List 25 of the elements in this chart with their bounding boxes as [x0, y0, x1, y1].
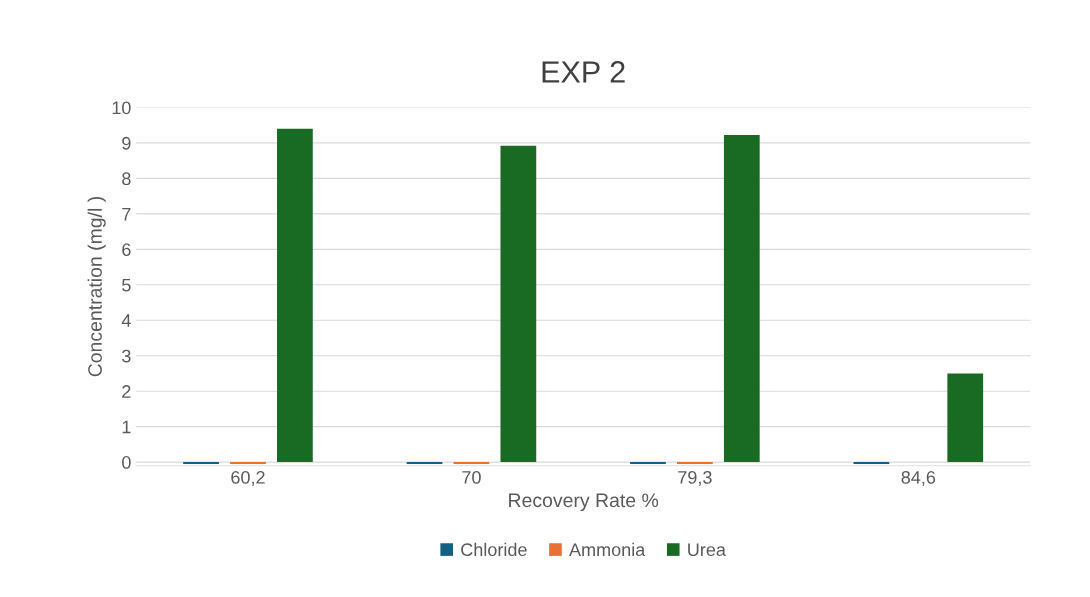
chart-title: EXP 2	[542, 61, 625, 83]
bar	[500, 145, 537, 463]
y-tick-label: 0	[122, 456, 131, 469]
y-tick-label: 7	[122, 207, 131, 221]
y-tick-label: 6	[122, 243, 131, 257]
y-tick-label: 4	[121, 314, 131, 327]
y-axis-title: Concentration (mg/l )	[87, 196, 106, 377]
bar	[723, 135, 760, 463]
x-axis-title: Recovery Rate %	[509, 493, 659, 512]
x-tick-label: 60,2	[231, 471, 265, 486]
y-tick-label: 1	[122, 420, 131, 434]
bar	[947, 373, 984, 463]
legend-label: Urea	[688, 543, 726, 557]
y-tick-label: 8	[122, 172, 131, 186]
y-tick-label: 5	[122, 278, 131, 292]
y-tick-label: 10	[112, 101, 131, 115]
y-tick-label: 3	[122, 349, 131, 363]
legend-label: Ammonia	[569, 542, 646, 557]
x-tick-label: 70	[462, 471, 481, 484]
legend-label: Chloride	[461, 542, 527, 557]
y-tick-label: 9	[122, 136, 131, 150]
x-tick-label: 84,6	[901, 471, 936, 486]
y-tick-label: 2	[122, 385, 131, 398]
x-tick-label: 79,3	[678, 471, 712, 486]
bar	[277, 128, 313, 463]
